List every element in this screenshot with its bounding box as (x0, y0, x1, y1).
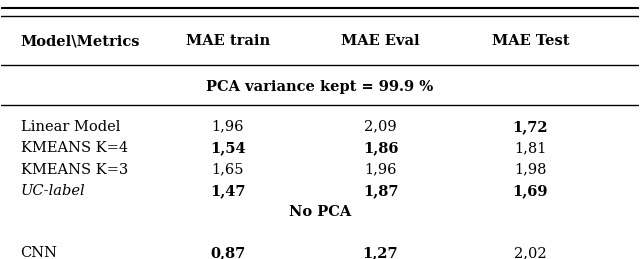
Text: 1,72: 1,72 (513, 120, 548, 134)
Text: 1,98: 1,98 (514, 163, 547, 177)
Text: 1,47: 1,47 (210, 184, 245, 198)
Text: CNN: CNN (20, 246, 58, 259)
Text: 1,81: 1,81 (514, 141, 547, 155)
Text: MAE Test: MAE Test (492, 34, 569, 48)
Text: Model\Metrics: Model\Metrics (20, 34, 140, 48)
Text: 1,65: 1,65 (211, 163, 244, 177)
Text: 1,87: 1,87 (363, 184, 398, 198)
Text: MAE train: MAE train (186, 34, 269, 48)
Text: KMEANS K=3: KMEANS K=3 (20, 163, 128, 177)
Text: MAE Eval: MAE Eval (341, 34, 420, 48)
Text: 2,09: 2,09 (364, 120, 397, 134)
Text: KMEANS K=4: KMEANS K=4 (20, 141, 127, 155)
Text: PCA variance kept = 99.9 %: PCA variance kept = 99.9 % (206, 80, 434, 94)
Text: 1,96: 1,96 (211, 120, 244, 134)
Text: 0,87: 0,87 (210, 246, 245, 259)
Text: Linear Model: Linear Model (20, 120, 120, 134)
Text: 1,96: 1,96 (364, 163, 397, 177)
Text: 1,69: 1,69 (513, 184, 548, 198)
Text: No PCA: No PCA (289, 205, 351, 219)
Text: UC-label: UC-label (20, 184, 85, 198)
Text: 1,86: 1,86 (363, 141, 398, 155)
Text: 2,02: 2,02 (514, 246, 547, 259)
Text: 1,54: 1,54 (210, 141, 245, 155)
Text: 1,27: 1,27 (363, 246, 398, 259)
